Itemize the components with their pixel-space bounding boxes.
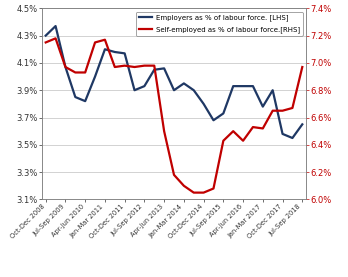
Employers as % of labour force. [LHS] (182, 82, 186, 85)
Employers as % of labour force. [LHS] (300, 123, 304, 126)
Self-employed as % of labour force.[RHS] (300, 65, 304, 69)
Self-employed as % of labour force.[RHS] (44, 41, 48, 44)
Self-employed as % of labour force.[RHS] (152, 64, 156, 67)
Self-employed as % of labour force.[RHS] (142, 64, 147, 67)
Self-employed as % of labour force.[RHS] (63, 65, 68, 69)
Employers as % of labour force. [LHS] (290, 136, 294, 140)
Self-employed as % of labour force.[RHS] (280, 109, 285, 112)
Self-employed as % of labour force.[RHS] (93, 41, 97, 44)
Employers as % of labour force. [LHS] (231, 84, 235, 88)
Employers as % of labour force. [LHS] (93, 75, 97, 78)
Employers as % of labour force. [LHS] (251, 84, 255, 88)
Self-employed as % of labour force.[RHS] (182, 184, 186, 188)
Self-employed as % of labour force.[RHS] (192, 191, 196, 194)
Employers as % of labour force. [LHS] (241, 84, 245, 88)
Employers as % of labour force. [LHS] (221, 112, 226, 115)
Employers as % of labour force. [LHS] (280, 132, 285, 135)
Employers as % of labour force. [LHS] (103, 48, 107, 51)
Line: Employers as % of labour force. [LHS]: Employers as % of labour force. [LHS] (46, 26, 302, 138)
Self-employed as % of labour force.[RHS] (83, 71, 87, 74)
Self-employed as % of labour force.[RHS] (271, 109, 275, 112)
Employers as % of labour force. [LHS] (63, 65, 68, 69)
Employers as % of labour force. [LHS] (172, 89, 176, 92)
Self-employed as % of labour force.[RHS] (261, 127, 265, 130)
Self-employed as % of labour force.[RHS] (73, 71, 77, 74)
Employers as % of labour force. [LHS] (122, 52, 127, 55)
Self-employed as % of labour force.[RHS] (133, 65, 137, 69)
Line: Self-employed as % of labour force.[RHS]: Self-employed as % of labour force.[RHS] (46, 38, 302, 193)
Self-employed as % of labour force.[RHS] (211, 187, 215, 190)
Self-employed as % of labour force.[RHS] (103, 38, 107, 41)
Employers as % of labour force. [LHS] (201, 102, 206, 106)
Self-employed as % of labour force.[RHS] (113, 65, 117, 69)
Employers as % of labour force. [LHS] (133, 89, 137, 92)
Employers as % of labour force. [LHS] (83, 99, 87, 103)
Employers as % of labour force. [LHS] (271, 89, 275, 92)
Employers as % of labour force. [LHS] (162, 67, 166, 70)
Self-employed as % of labour force.[RHS] (241, 139, 245, 142)
Self-employed as % of labour force.[RHS] (231, 130, 235, 133)
Employers as % of labour force. [LHS] (211, 119, 215, 122)
Self-employed as % of labour force.[RHS] (221, 139, 226, 142)
Self-employed as % of labour force.[RHS] (201, 191, 206, 194)
Self-employed as % of labour force.[RHS] (172, 173, 176, 176)
Employers as % of labour force. [LHS] (142, 84, 147, 88)
Employers as % of labour force. [LHS] (44, 34, 48, 37)
Self-employed as % of labour force.[RHS] (290, 106, 294, 110)
Legend: Employers as % of labour force. [LHS], Self-employed as % of labour force.[RHS]: Employers as % of labour force. [LHS], S… (136, 12, 303, 36)
Self-employed as % of labour force.[RHS] (54, 37, 58, 40)
Employers as % of labour force. [LHS] (54, 24, 58, 28)
Employers as % of labour force. [LHS] (73, 95, 77, 99)
Employers as % of labour force. [LHS] (192, 89, 196, 92)
Self-employed as % of labour force.[RHS] (162, 130, 166, 133)
Employers as % of labour force. [LHS] (113, 50, 117, 54)
Self-employed as % of labour force.[RHS] (251, 125, 255, 129)
Employers as % of labour force. [LHS] (152, 68, 156, 71)
Self-employed as % of labour force.[RHS] (122, 64, 127, 67)
Employers as % of labour force. [LHS] (261, 105, 265, 108)
